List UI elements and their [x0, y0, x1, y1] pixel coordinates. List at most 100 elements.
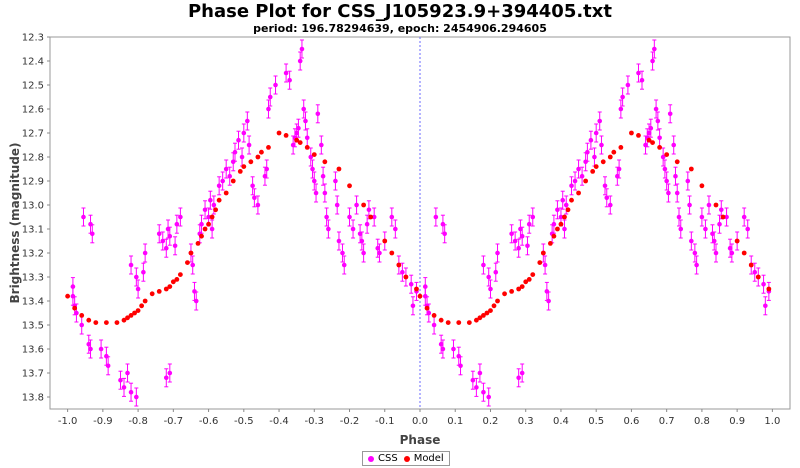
- model-point: [473, 317, 479, 323]
- css-point: [167, 363, 173, 383]
- css-point: [685, 171, 691, 191]
- css-point: [616, 159, 622, 179]
- x-tick-label: -0.6: [199, 416, 219, 427]
- css-point: [296, 118, 301, 138]
- model-point: [223, 190, 229, 196]
- css-point: [519, 226, 525, 246]
- y-tick-label: 13.4: [22, 297, 44, 308]
- y-tick-label: 13.7: [22, 369, 44, 380]
- x-tick-label: -0.5: [234, 416, 254, 427]
- css-point: [562, 219, 567, 239]
- css-point: [486, 387, 492, 407]
- css-point: [456, 346, 462, 366]
- model-point: [607, 154, 613, 160]
- model-point: [414, 286, 419, 292]
- y-tick-label: 13.3: [22, 273, 44, 284]
- css-point: [451, 339, 456, 359]
- css-point: [481, 382, 486, 402]
- css-point: [516, 368, 521, 388]
- css-point: [287, 70, 292, 90]
- model-point: [664, 152, 670, 158]
- css-point: [618, 99, 624, 119]
- x-tick-label: -0.9: [93, 416, 113, 427]
- css-point: [576, 159, 581, 179]
- chart-title: Phase Plot for CSS_J105923.9+394405.txt: [187, 1, 613, 22]
- model-point: [555, 226, 560, 232]
- model-point: [516, 286, 522, 292]
- css-point: [597, 111, 603, 131]
- css-point: [474, 377, 479, 397]
- y-tick-label: 13.0: [22, 201, 44, 212]
- css-point: [223, 159, 229, 179]
- css-point: [470, 370, 476, 390]
- model-point: [629, 130, 634, 136]
- model-point: [569, 197, 574, 203]
- css-point: [741, 207, 747, 227]
- model-point: [424, 305, 430, 311]
- css-point: [729, 243, 735, 263]
- x-tick-label: 0.1: [447, 416, 463, 427]
- model-point: [294, 137, 300, 143]
- css-point: [167, 226, 173, 246]
- legend-swatch-model: [403, 455, 410, 462]
- model-point: [488, 308, 493, 313]
- x-tick-label: 0.5: [588, 416, 604, 427]
- model-point: [216, 197, 222, 203]
- css-point: [364, 214, 370, 234]
- y-tick-label: 12.5: [22, 81, 44, 92]
- model-point: [523, 279, 529, 285]
- css-point: [160, 231, 166, 251]
- model-point: [688, 166, 694, 172]
- y-tick-label: 12.9: [22, 177, 44, 188]
- legend-swatch-css: [368, 455, 374, 462]
- x-tick-label: 1.0: [764, 416, 780, 427]
- model-point: [748, 262, 754, 268]
- x-tick-label: -0.3: [305, 416, 325, 427]
- css-point: [313, 183, 319, 203]
- model-point: [103, 320, 109, 325]
- css-point: [713, 243, 719, 263]
- model-point: [72, 305, 78, 311]
- css-point: [141, 262, 146, 282]
- css-point: [334, 195, 340, 215]
- model-point: [699, 183, 705, 189]
- css-point: [227, 166, 233, 186]
- model-point: [583, 178, 589, 184]
- css-point: [250, 176, 255, 196]
- css-point: [340, 243, 345, 263]
- css-point: [320, 166, 326, 186]
- css-point: [667, 104, 673, 124]
- model-point: [720, 214, 726, 220]
- model-point: [174, 277, 180, 282]
- model-point: [636, 133, 641, 138]
- css-point: [350, 219, 356, 239]
- css-point: [236, 130, 241, 150]
- css-point: [172, 236, 178, 256]
- model-point: [766, 286, 772, 292]
- model-point: [149, 291, 155, 297]
- model-point: [562, 214, 567, 220]
- css-point: [98, 339, 104, 359]
- model-point: [139, 303, 145, 309]
- model-point: [502, 291, 507, 297]
- model-point: [368, 214, 374, 220]
- model-point: [547, 241, 553, 246]
- model-point: [237, 169, 243, 174]
- model-point: [509, 289, 515, 294]
- css-point: [699, 207, 705, 227]
- x-tick-label: -0.2: [340, 416, 360, 427]
- model-point: [86, 317, 92, 323]
- css-point: [347, 207, 352, 227]
- model-point: [650, 140, 655, 146]
- model-point: [646, 137, 652, 143]
- css-point: [89, 224, 95, 244]
- css-point: [230, 152, 236, 172]
- css-point: [299, 39, 305, 59]
- model-point: [396, 262, 402, 268]
- css-point: [81, 207, 86, 227]
- model-point: [195, 241, 201, 246]
- css-point: [620, 87, 625, 107]
- css-point: [689, 231, 694, 251]
- css-point: [745, 219, 751, 239]
- css-point: [178, 207, 183, 227]
